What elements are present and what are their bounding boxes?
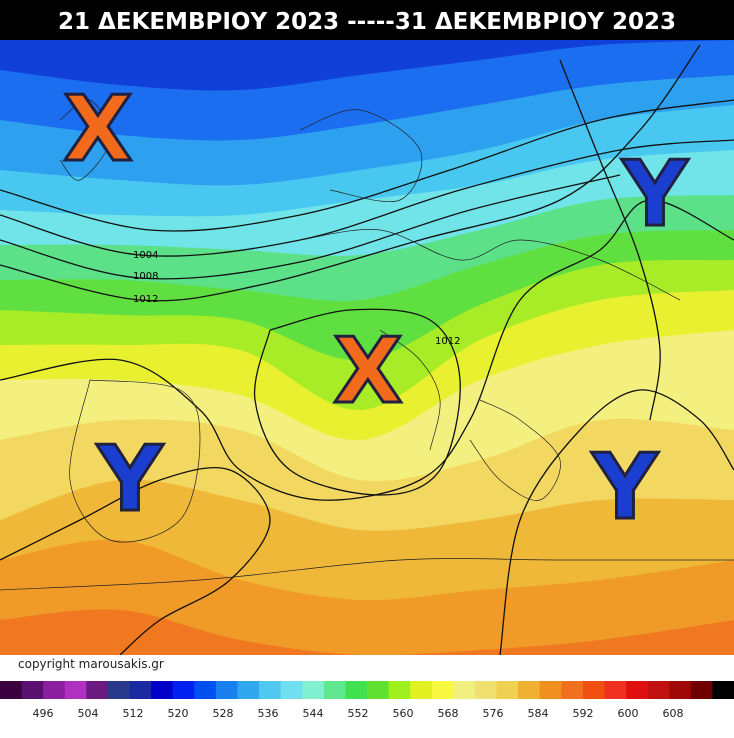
pressure-marker: Y xyxy=(591,435,659,540)
pressure-marker: Y xyxy=(96,427,164,532)
colorbar-swatch xyxy=(690,681,713,699)
colorbar-swatch xyxy=(280,681,303,699)
colorbar-swatch xyxy=(151,681,174,699)
colorbar-swatch xyxy=(388,681,411,699)
colorbar-label: 608 xyxy=(663,707,684,720)
country-border xyxy=(0,558,734,591)
colorbar: 496 504 512 520 528 536 544 552 560 568 576 584 592 6… xyxy=(0,681,734,720)
colorbar-label: 560 xyxy=(393,707,414,720)
pressure-marker: Y xyxy=(621,142,689,247)
isobar xyxy=(0,199,734,501)
colorbar-swatch xyxy=(237,681,260,699)
country-border xyxy=(299,109,423,202)
colorbar-swatch xyxy=(194,681,217,699)
colorbar-label: 504 xyxy=(78,707,99,720)
colorbar-swatch xyxy=(582,681,605,699)
colorbar-swatch xyxy=(323,681,346,699)
colorbar-swatch xyxy=(0,681,23,699)
colorbar-swatch xyxy=(64,681,87,699)
colorbar-label: 584 xyxy=(528,707,549,720)
colorbar-label: 528 xyxy=(213,707,234,720)
colorbar-swatch xyxy=(345,681,368,699)
isobar xyxy=(559,59,661,421)
isobar xyxy=(0,139,734,257)
colorbar-label: 576 xyxy=(483,707,504,720)
colorbar-swatch xyxy=(474,681,498,699)
colorbar-label: 536 xyxy=(258,707,279,720)
colorbar-label: 552 xyxy=(348,707,369,720)
colorbar-swatch xyxy=(518,681,541,699)
colorbar-label: 544 xyxy=(303,707,324,720)
isobar xyxy=(499,389,734,655)
colorbar-swatch xyxy=(669,681,692,699)
colorbar-label: 592 xyxy=(573,707,594,720)
colorbar-label: 568 xyxy=(438,707,459,720)
pressure-marker: X xyxy=(63,77,132,182)
title: 21 ΔΕΚΕΜΒΡΙΟΥ 2023 -----31 ΔΕΚΕΜΒΡΙΟΥ 20… xyxy=(58,9,676,35)
country-border xyxy=(379,329,441,451)
colorbar-swatch xyxy=(259,681,282,699)
copyright: copyright marousakis.gr xyxy=(18,657,164,671)
colorbar-swatch xyxy=(129,681,152,699)
isobar xyxy=(0,174,621,280)
isobar-label: 1012 xyxy=(435,336,460,347)
colorbar-swatch xyxy=(431,681,454,699)
pressure-marker: X xyxy=(333,319,402,424)
isobar-label: 1004 xyxy=(133,250,158,261)
title-bar xyxy=(0,0,734,40)
colorbar-swatch xyxy=(561,681,584,699)
isobar xyxy=(0,99,734,232)
colorbar-swatch xyxy=(215,681,238,699)
map: X Y X Y Y 1004 1008 1012 1012 xyxy=(0,40,734,655)
isobar xyxy=(0,466,271,655)
band xyxy=(0,609,734,655)
colorbar-label: 496 xyxy=(33,707,54,720)
colorbar-swatch xyxy=(626,681,649,699)
colorbar-swatch xyxy=(367,681,390,699)
colorbar-swatch xyxy=(604,681,627,699)
colorbar-label: 512 xyxy=(123,707,144,720)
country-border xyxy=(299,229,681,301)
credit-strip xyxy=(0,655,734,680)
colorbar-label: 520 xyxy=(168,707,189,720)
isobar-label: 1008 xyxy=(133,271,158,282)
colorbar-label: 600 xyxy=(618,707,639,720)
colorbar-swatch xyxy=(21,681,44,699)
isobar-label: 1012 xyxy=(133,294,158,305)
colorbar-swatch xyxy=(496,681,519,699)
map-layers: X Y X Y Y 1004 1008 1012 1012 xyxy=(0,40,734,655)
colorbar-swatch xyxy=(302,681,325,699)
colorbar-swatch xyxy=(107,681,131,699)
colorbar-swatch xyxy=(86,681,109,699)
colorbar-swatch xyxy=(410,681,433,699)
isobar xyxy=(253,308,461,496)
colorbar-swatch xyxy=(172,681,195,699)
colorbar-swatch xyxy=(453,681,476,699)
colorbar-swatch xyxy=(647,681,670,699)
country-border xyxy=(469,399,561,501)
colorbar-swatch xyxy=(43,681,66,699)
country-border xyxy=(59,99,111,181)
colorbar-swatch xyxy=(539,681,562,699)
country-border xyxy=(69,379,201,543)
colorbar-swatch xyxy=(712,681,734,699)
